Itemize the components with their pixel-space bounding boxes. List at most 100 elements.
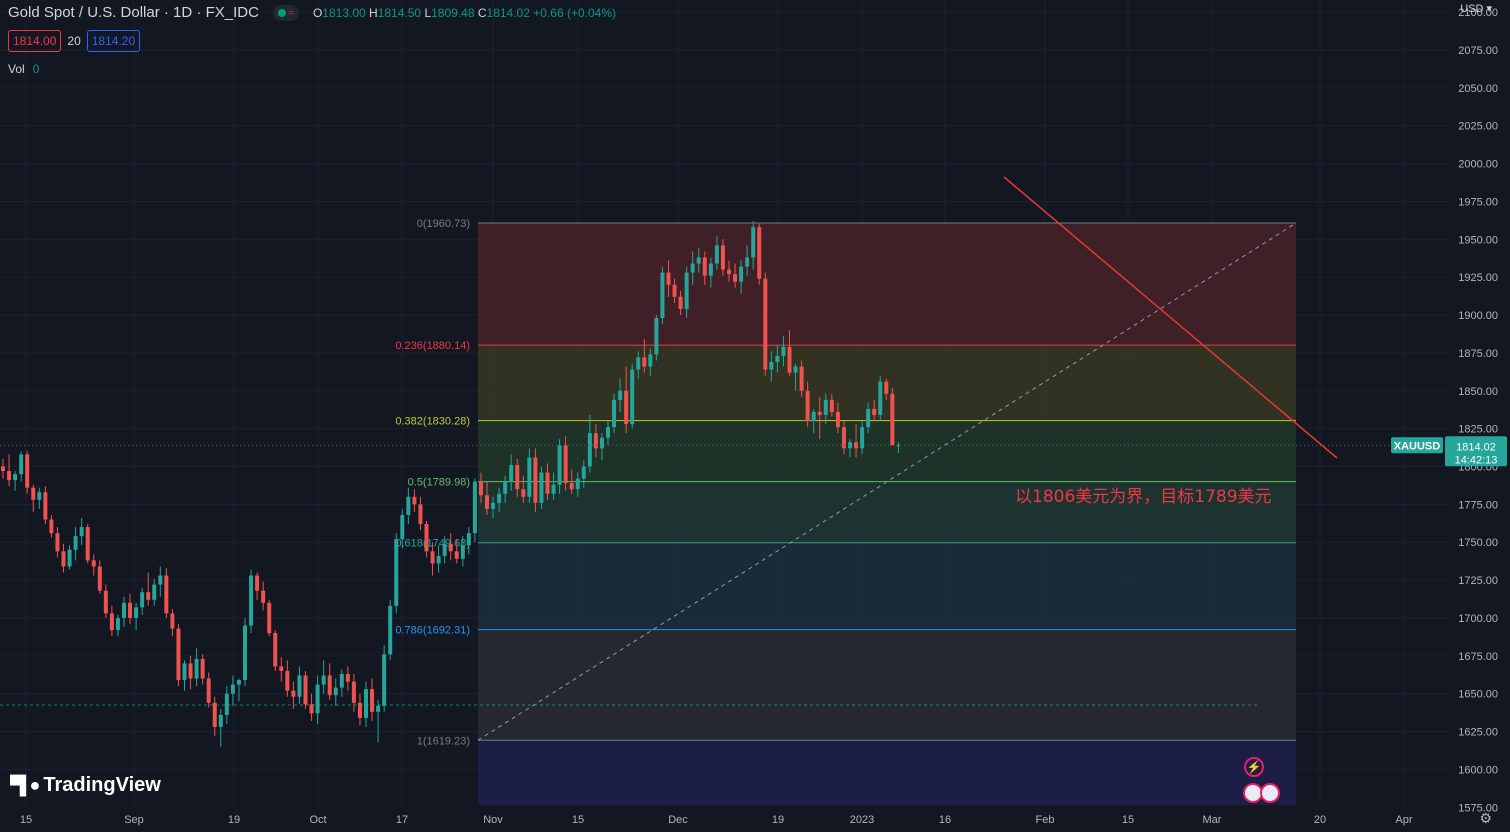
fib-zone (478, 481, 1296, 543)
currency-selector[interactable]: USD ▾ (1460, 3, 1492, 15)
candle-body (636, 357, 641, 370)
time-tick-label: Apr (1395, 814, 1412, 826)
candle-body (612, 399, 617, 428)
candle-body (109, 613, 114, 631)
fib-zone (478, 542, 1296, 630)
us-flag-icon[interactable] (1260, 783, 1280, 803)
candle-body (497, 493, 502, 503)
candle-body (805, 390, 810, 422)
candle-body (351, 681, 356, 703)
candle-body (418, 504, 423, 525)
countdown-label: 14:42:13 (1455, 454, 1498, 466)
high-key: H (369, 5, 378, 20)
candle-body (696, 257, 701, 264)
candle-body (829, 399, 834, 412)
candle-body (140, 592, 145, 608)
time-tick-label: 2023 (850, 814, 874, 826)
fib-zone (478, 629, 1296, 741)
candle-body (400, 514, 405, 540)
low-value: 1809.48 (431, 5, 475, 20)
symbol-badge-label: XAUUSD (1394, 440, 1441, 452)
price-tick-label: 2025.00 (1458, 121, 1498, 133)
time-tick-label: 15 (572, 814, 584, 826)
candle-body (364, 689, 368, 718)
candle-body (134, 607, 139, 618)
gear-icon[interactable]: ⚙ (1479, 810, 1492, 826)
candle-body (503, 481, 508, 494)
symbol-badge (1391, 437, 1443, 454)
candle-body (521, 489, 526, 497)
fib-level-label: 0(1960.73) (417, 218, 470, 230)
candle-body (557, 445, 562, 485)
fib-zone (478, 740, 1296, 805)
candle-body (85, 527, 90, 561)
candle-body (654, 318, 659, 355)
candle-body (357, 702, 362, 718)
candle-body (630, 369, 635, 425)
candle-body (376, 705, 381, 712)
time-tick-label: Sep (124, 814, 144, 826)
volume-legend[interactable]: Vol 0 (8, 62, 39, 76)
trendline (1003, 176, 1338, 459)
candle-body (309, 704, 314, 714)
candle-body (569, 483, 574, 490)
candle-body (714, 245, 719, 264)
candle-body (485, 495, 489, 509)
candle-body (19, 454, 24, 475)
symbol-title[interactable]: Gold Spot / U.S. Dollar · 1D · FX_IDC (8, 4, 259, 21)
candle-body (835, 411, 840, 428)
time-tick-label: 16 (939, 814, 951, 826)
candle-body (424, 524, 429, 552)
price-tick-label: 2075.00 (1458, 45, 1498, 57)
price-axis (1448, 0, 1510, 832)
close-key: C (477, 5, 487, 20)
time-tick-label: 19 (772, 814, 784, 826)
candle-body (618, 390, 623, 400)
price-tick-label: 2000.00 (1458, 159, 1498, 171)
candle-body (702, 257, 707, 276)
candle-body (878, 381, 883, 415)
candle-body (466, 533, 471, 546)
candle-body (527, 457, 532, 497)
last-price-label: 1814.02 (1456, 441, 1496, 453)
candle-body (7, 471, 12, 481)
tradingview-logo[interactable]: ▀▌● TradingView (10, 774, 161, 797)
fib-trend-line (477, 222, 1297, 741)
time-tick-label: 19 (228, 814, 240, 826)
candle-body (454, 551, 459, 559)
price-tick-label: 1950.00 (1458, 234, 1498, 246)
candle-body (412, 496, 417, 505)
candle-body (690, 263, 695, 273)
candle-body (345, 673, 350, 682)
chart-header: Gold Spot / U.S. Dollar · 1D · FX_IDC ≈ … (8, 4, 616, 21)
price-tick-label: 1875.00 (1458, 348, 1498, 360)
candle-body (182, 663, 187, 681)
candle-body (79, 527, 84, 537)
candle-body (799, 366, 804, 391)
candle-body (666, 272, 671, 285)
candle-body (200, 658, 205, 679)
time-tick-label: 15 (20, 814, 32, 826)
candle-body (333, 687, 338, 696)
price-tick-label: 1900.00 (1458, 310, 1498, 322)
lightning-icon[interactable]: ⚡ (1244, 757, 1264, 777)
candle-body (31, 487, 36, 500)
candle-body (303, 675, 308, 705)
market-status-indicator[interactable]: ≈ (272, 4, 299, 21)
buy-button[interactable]: 1814.20 (86, 30, 141, 52)
candle-body (430, 551, 435, 564)
candle-body (273, 633, 278, 667)
candle-body (896, 445, 901, 447)
candle-body (472, 481, 477, 534)
candle-body (672, 284, 677, 297)
price-tick-label: 1700.00 (1458, 613, 1498, 625)
sell-button[interactable]: 1814.00 (8, 30, 62, 52)
time-tick-label: Mar (1203, 814, 1222, 826)
candle-body (860, 427, 865, 449)
price-tick-label: 1600.00 (1458, 764, 1498, 776)
candle-body (249, 575, 254, 626)
candle-body (230, 684, 235, 694)
candle-body (769, 361, 774, 370)
